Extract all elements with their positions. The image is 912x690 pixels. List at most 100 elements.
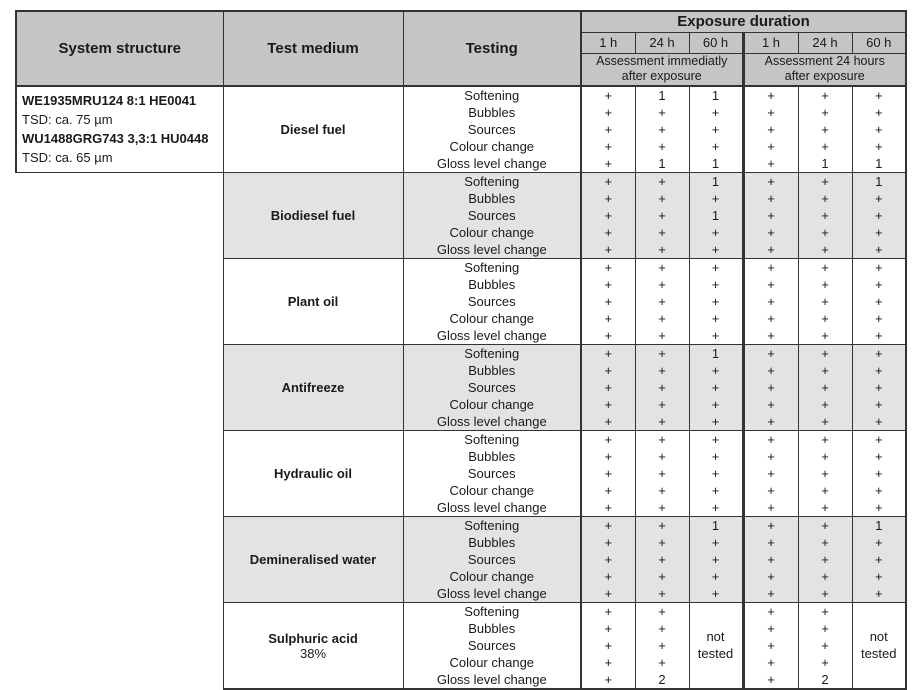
test-value: +	[604, 363, 613, 378]
test-medium-cell: Demineralised water	[222, 516, 404, 603]
test-value: +	[767, 397, 775, 412]
test-value: +	[767, 655, 775, 670]
col-header-testing: Testing	[402, 10, 582, 87]
test-value: 2	[821, 672, 829, 687]
test-value: +	[604, 191, 613, 206]
test-value: +	[874, 122, 883, 137]
test-value: +	[767, 621, 775, 636]
testing-label: Softening	[464, 518, 520, 533]
test-value: 1	[658, 156, 666, 171]
test-value: +	[821, 380, 829, 395]
data-column-cell: + + + + +	[634, 516, 690, 603]
test-value: +	[874, 414, 883, 429]
test-value: +	[711, 225, 720, 240]
test-value: +	[821, 483, 829, 498]
test-value: +	[767, 569, 775, 584]
section-row-6: Sulphuric acid 38% Softening Bubbles Sources…	[16, 602, 907, 690]
test-value: +	[658, 174, 666, 189]
time-header-1h-b: 1 h	[741, 31, 799, 54]
test-value: +	[604, 518, 613, 533]
test-value: +	[767, 535, 775, 550]
test-value: +	[821, 260, 829, 275]
testing-label: Softening	[464, 346, 520, 361]
test-value: +	[874, 552, 883, 567]
test-value: +	[711, 363, 720, 378]
data-column-cell: + + + + +	[634, 172, 690, 259]
data-column-cell: + + + + +	[580, 258, 636, 345]
test-value: +	[604, 483, 613, 498]
test-value: +	[821, 414, 829, 429]
test-value: 1	[711, 88, 720, 103]
data-column-cell: + + + + +	[741, 344, 799, 431]
test-value: +	[821, 105, 829, 120]
test-value: +	[767, 277, 775, 292]
table-body: WE1935MRU124 8:1 HE0041 TSD: ca. 75 µm WU1…	[15, 85, 907, 690]
test-value: +	[658, 655, 666, 670]
test-value: +	[874, 380, 883, 395]
test-value: +	[658, 432, 666, 447]
data-column-cell: + + + +2	[634, 602, 690, 690]
test-value: +	[604, 397, 613, 412]
test-value: +	[658, 535, 666, 550]
test-medium-cell: Plant oil	[222, 258, 404, 345]
test-value: +	[874, 139, 883, 154]
test-value: 1	[875, 174, 883, 189]
test-value: +	[821, 535, 829, 550]
test-medium-cell: Biodiesel fuel	[222, 172, 404, 259]
test-value: +	[821, 655, 829, 670]
test-medium-name: Plant oil	[287, 294, 339, 309]
testing-label: Colour change	[449, 139, 535, 154]
test-value: +	[711, 500, 720, 515]
test-value: +	[767, 122, 775, 137]
test-value: +	[604, 260, 613, 275]
test-value: +	[711, 414, 720, 429]
test-value: +	[658, 552, 666, 567]
test-value: +	[604, 380, 613, 395]
test-value: +	[821, 432, 829, 447]
testing-label: Bubbles	[468, 191, 516, 206]
header-row-1: System structure Test medium Testing Exp…	[15, 10, 907, 87]
data-column-cell: + + + + +	[797, 258, 853, 345]
assessment-immediate-header: Assessment immediatly after exposure	[580, 52, 744, 87]
testing-label: Sources	[467, 466, 516, 481]
data-column-cell: + + + + +	[851, 344, 907, 431]
test-value: +	[658, 225, 666, 240]
data-column-cell: + + + + +	[741, 85, 799, 173]
test-value: +	[821, 294, 829, 309]
testing-label: Softening	[464, 174, 520, 189]
data-column-cell: + + + + +	[634, 258, 690, 345]
test-value: 1	[821, 156, 829, 171]
test-value: +	[658, 277, 666, 292]
test-value: +	[767, 191, 775, 206]
test-value: +	[821, 311, 829, 326]
test-value: +	[658, 122, 666, 137]
data-column-cell: 1 + + +1	[634, 85, 690, 173]
test-value: +	[604, 621, 613, 636]
data-column-cell: + + + + +	[851, 430, 907, 517]
data-column-cell: 1 + + + +	[688, 516, 744, 603]
test-value: +	[658, 414, 666, 429]
test-value: +	[767, 500, 775, 515]
test-value: +	[874, 500, 883, 515]
test-value: +	[604, 225, 613, 240]
test-value: +	[874, 294, 883, 309]
test-value: +	[658, 518, 666, 533]
data-column-cell: + + + + +	[580, 516, 636, 603]
test-value: +	[821, 174, 829, 189]
testing-label: Colour change	[449, 225, 535, 240]
test-value: +	[767, 88, 775, 103]
data-column-cell: 1 +1 + +	[688, 172, 744, 259]
testing-labels-cell: Softening Bubbles Sources Colour change Glos…	[402, 258, 582, 345]
test-value: +	[604, 277, 613, 292]
test-value: +	[821, 122, 829, 137]
testing-label: Colour change	[449, 311, 535, 326]
testing-label: Softening	[464, 432, 520, 447]
testing-labels-cell: Softening Bubbles Sources Colour change Glos…	[402, 172, 582, 259]
test-medium-cell: Sulphuric acid 38%	[222, 602, 404, 690]
test-value: +	[711, 105, 720, 120]
time-header-24h-a: 24 h	[634, 31, 690, 54]
test-value: +	[821, 638, 829, 653]
test-value: +	[874, 225, 883, 240]
test-value: +	[658, 363, 666, 378]
data-column-cell: + + + + +	[797, 516, 853, 603]
